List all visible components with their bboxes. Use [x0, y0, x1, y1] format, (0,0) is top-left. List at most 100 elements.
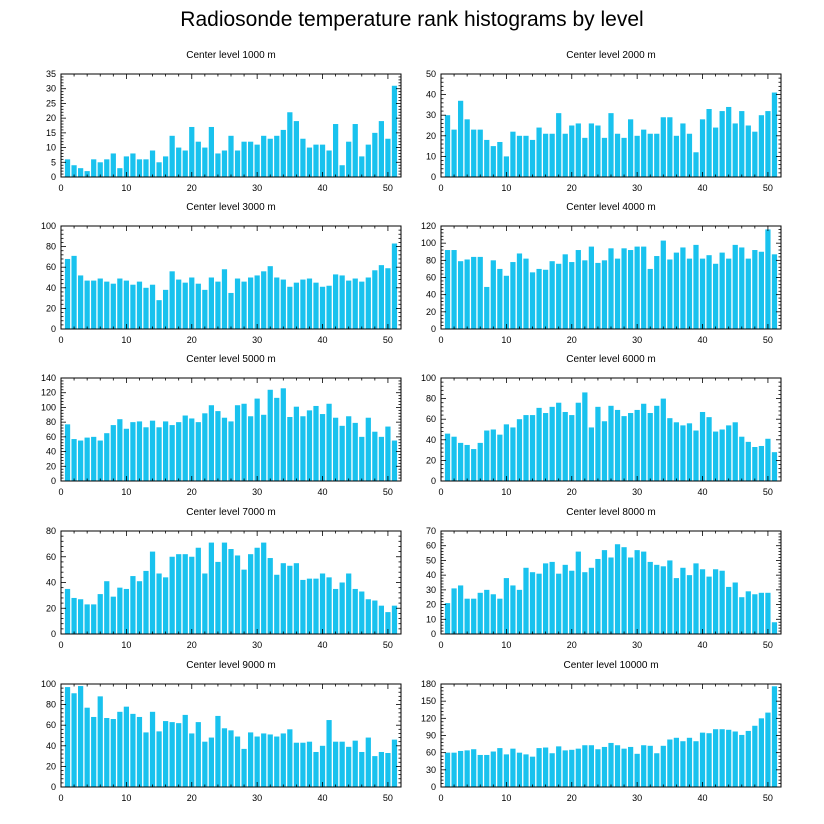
bar: [647, 745, 653, 787]
bar: [261, 733, 267, 787]
bar: [169, 271, 175, 329]
bar: [293, 406, 299, 481]
bar: [215, 561, 221, 634]
bar: [84, 604, 90, 634]
bar: [149, 284, 156, 329]
bar: [713, 569, 719, 634]
bar: [444, 603, 451, 634]
x-tick-label: 0: [438, 793, 443, 803]
bar: [543, 747, 549, 787]
x-tick-label: 20: [187, 640, 197, 650]
bar: [680, 425, 686, 481]
bar: [261, 135, 267, 177]
bar: [97, 162, 103, 177]
x-tick-label: 50: [763, 335, 773, 345]
bar: [156, 300, 162, 329]
bar: [484, 430, 490, 481]
bar: [752, 131, 758, 177]
y-tick-label: 90: [426, 731, 436, 741]
bar: [582, 572, 588, 634]
x-tick-label: 0: [58, 487, 63, 497]
bar: [523, 135, 529, 177]
bar: [149, 150, 156, 177]
bar: [464, 259, 470, 329]
bar: [562, 254, 568, 329]
bar: [601, 421, 608, 481]
y-tick-label: 60: [46, 552, 56, 562]
panel-7: Center level 7000 m 0 10 20 30 40 50 0 20 40 60 80: [46, 507, 402, 650]
x-tick-label: 10: [501, 487, 511, 497]
bar: [163, 289, 169, 329]
y-tick-label: 180: [421, 679, 436, 689]
bar: [221, 150, 228, 177]
bar: [464, 119, 470, 177]
bar: [143, 159, 149, 177]
bar: [516, 253, 523, 329]
bar: [680, 247, 686, 329]
y-tick-label: 30: [426, 585, 436, 595]
bar: [641, 246, 647, 329]
bar: [490, 594, 496, 634]
bar: [78, 686, 84, 787]
y-tick-label: 0: [51, 629, 56, 639]
bar: [745, 258, 751, 329]
bar: [104, 581, 110, 634]
bar: [261, 542, 267, 634]
bar: [267, 734, 273, 787]
bar: [300, 416, 306, 481]
bar: [319, 745, 326, 787]
bar: [241, 403, 247, 481]
bar: [575, 250, 581, 329]
y-tick-label: 20: [426, 600, 436, 610]
bar: [71, 693, 77, 787]
bar: [726, 729, 732, 787]
bar: [667, 560, 673, 634]
bar: [352, 740, 358, 787]
y-tick-label: 140: [41, 373, 56, 383]
bar: [549, 133, 555, 177]
x-tick-label: 0: [438, 335, 443, 345]
bar: [647, 268, 653, 329]
bar: [771, 622, 778, 634]
bar: [287, 112, 293, 177]
bar: [556, 573, 562, 634]
bar: [739, 597, 745, 634]
bar: [771, 452, 778, 481]
bar: [680, 123, 686, 177]
y-tick-label: 50: [426, 555, 436, 565]
bar: [91, 280, 97, 329]
x-tick-label: 20: [187, 487, 197, 497]
x-tick-label: 0: [58, 335, 63, 345]
bar: [752, 594, 758, 634]
bar: [378, 121, 384, 177]
x-tick-label: 10: [121, 183, 131, 193]
bar: [280, 388, 286, 481]
bar: [471, 256, 477, 329]
bar: [497, 268, 503, 329]
y-tick-label: 0: [431, 782, 436, 792]
bar: [228, 292, 234, 329]
bar: [306, 578, 313, 634]
bar: [726, 586, 732, 634]
bar: [451, 129, 457, 177]
y-tick-label: 0: [431, 172, 436, 182]
bar: [654, 753, 660, 787]
bar: [287, 416, 293, 481]
bar: [510, 131, 516, 177]
bar: [758, 592, 764, 634]
bar: [333, 588, 339, 634]
bar: [64, 258, 71, 329]
bar: [64, 159, 71, 177]
bar: [660, 566, 666, 634]
bar: [595, 406, 601, 481]
bar: [84, 280, 90, 329]
bar: [673, 422, 679, 481]
bar: [136, 581, 143, 634]
bar: [91, 436, 97, 481]
bar: [208, 737, 214, 787]
bar: [306, 278, 313, 329]
bar: [543, 413, 549, 481]
bar: [359, 591, 365, 634]
y-tick-label: 80: [46, 526, 56, 536]
bar: [333, 124, 339, 177]
